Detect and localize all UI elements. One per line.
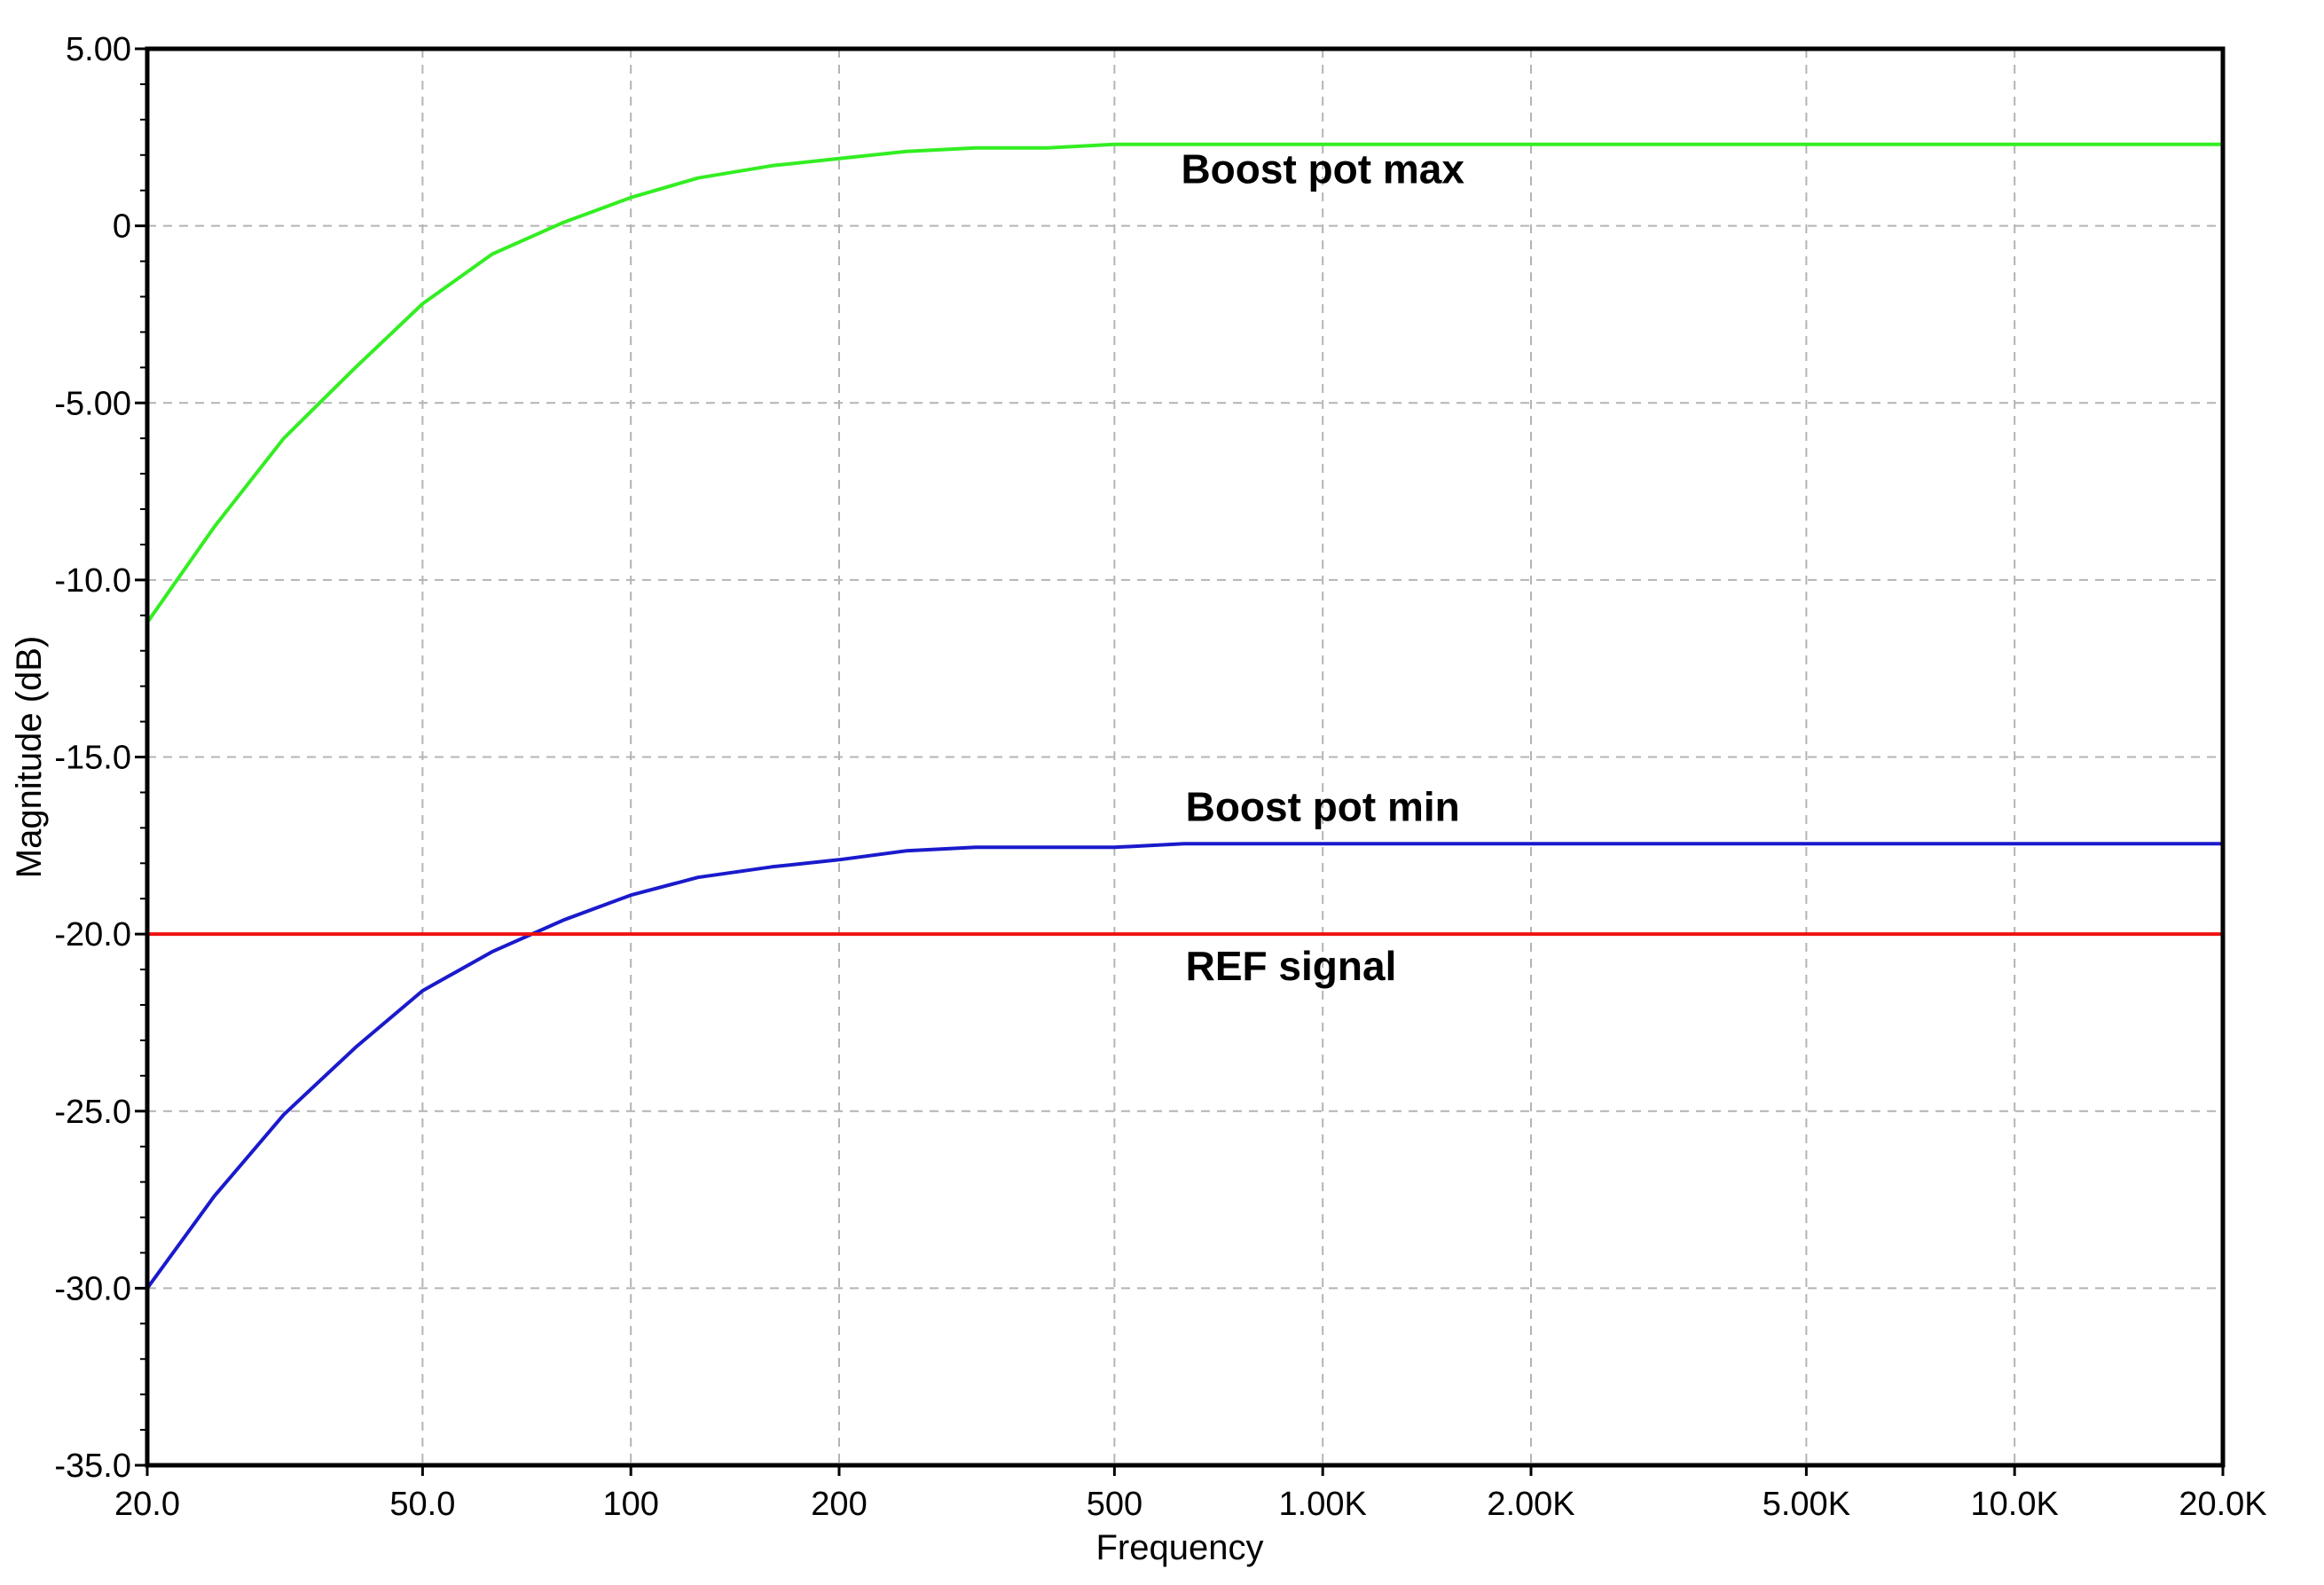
y-tick-label: -10.0 — [54, 562, 131, 600]
x-tick-label: 1.00K — [1279, 1486, 1367, 1523]
series-line-boost-pot-max — [145, 142, 2225, 624]
x-tick-label: 5.00K — [1763, 1486, 1850, 1523]
y-tick-label: -15.0 — [54, 740, 131, 777]
x-axis-title: Frequency — [1096, 1528, 1264, 1567]
x-tick-labels: 20.0 50.0 100 200 500 1.00K 2.00K 5.00K 10.0K 20.… — [114, 1486, 2267, 1523]
series-annotation: Boost pot max — [1181, 146, 1464, 192]
series-line-boost-pot-min — [145, 842, 2225, 1291]
y-tick-labels: 5.00 0 -5.00 -10.0 -15.0 -20.0 -25.0 -30.0 -35.0 — [54, 31, 131, 1485]
y-tick-label: -30.0 — [54, 1270, 131, 1307]
x-tick-label: 20.0K — [2179, 1486, 2266, 1523]
x-tick-label: 2.00K — [1487, 1486, 1574, 1523]
y-tick-label: -25.0 — [54, 1094, 131, 1131]
series-lines — [145, 142, 2225, 1291]
y-tick-label: -5.00 — [54, 385, 131, 422]
y-tick-label: -35.0 — [54, 1448, 131, 1485]
y-tick-label: 0 — [113, 208, 131, 246]
x-tick-label: 200 — [811, 1486, 867, 1523]
x-tick-label: 100 — [602, 1486, 658, 1523]
x-tick-label: 20.0 — [114, 1486, 180, 1523]
x-tick-label: 10.0K — [1971, 1486, 2059, 1523]
series-annotation: REF signal — [1186, 943, 1397, 989]
x-tick-label: 500 — [1087, 1486, 1142, 1523]
axis-ticks — [135, 47, 2225, 1476]
x-tick-label: 50.0 — [389, 1486, 455, 1523]
y-tick-label: 5.00 — [66, 31, 131, 68]
y-axis-title: Magnitude (dB) — [10, 636, 49, 878]
series-annotations: Boost pot max Boost pot min REF signal — [1181, 146, 1464, 989]
y-tick-label: -20.0 — [54, 916, 131, 953]
series-annotation: Boost pot min — [1186, 783, 1460, 829]
